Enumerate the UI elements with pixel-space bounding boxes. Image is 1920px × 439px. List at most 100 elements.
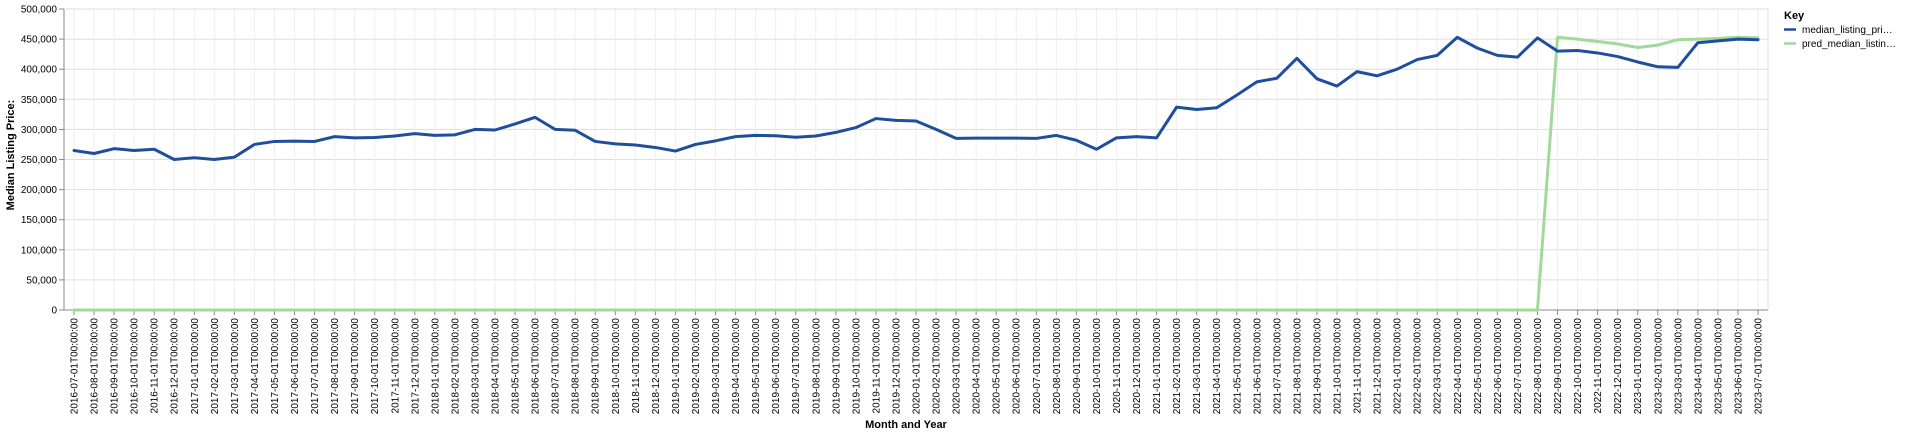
x-tick-label: 2023-03-01T00:00:00	[1673, 318, 1684, 415]
x-tick-label: 2021-12-01T00:00:00	[1373, 318, 1384, 415]
x-tick-label: 2017-05-01T00:00:00	[270, 318, 281, 415]
x-tick-label: 2018-09-01T00:00:00	[591, 318, 602, 415]
x-tick-label: 2020-01-01T00:00:00	[912, 318, 923, 415]
x-tick-label: 2020-12-01T00:00:00	[1132, 318, 1143, 415]
y-tick-label: 500,000	[21, 5, 58, 16]
legend: Key median_listing_pri… pred_median_listi…	[1784, 10, 1896, 50]
x-tick-label: 2017-11-01T00:00:00	[390, 318, 401, 414]
x-tick-label: 2019-09-01T00:00:00	[831, 318, 842, 415]
x-tick-label: 2022-04-01T00:00:00	[1453, 318, 1464, 415]
x-tick-label: 2020-07-01T00:00:00	[1032, 318, 1043, 415]
x-tick-label: 2016-09-01T00:00:00	[110, 318, 121, 415]
x-tick-label: 2020-03-01T00:00:00	[952, 318, 963, 415]
x-tick-label: 2018-05-01T00:00:00	[511, 318, 522, 415]
x-tick-label: 2018-12-01T00:00:00	[651, 318, 662, 415]
grid-lines	[64, 8, 1768, 311]
y-tick-label: 450,000	[21, 35, 58, 46]
axes: 0 50,000 100,000 150,000 200,000 250,000 300,0…	[21, 5, 1769, 415]
x-tick-label: 2022-05-01T00:00:00	[1473, 318, 1484, 415]
x-tick-label: 2018-01-01T00:00:00	[430, 318, 441, 415]
x-tick-label: 2019-04-01T00:00:00	[731, 318, 742, 415]
x-tick-label: 2020-08-01T00:00:00	[1052, 318, 1063, 415]
x-tick-label: 2020-09-01T00:00:00	[1072, 318, 1083, 415]
x-tick-label: 2019-11-01T00:00:00	[871, 318, 882, 414]
x-tick-label: 2018-08-01T00:00:00	[571, 318, 582, 415]
y-tick-label: 50,000	[26, 275, 57, 286]
x-tick-label: 2021-04-01T00:00:00	[1212, 318, 1223, 415]
x-tick-label: 2021-06-01T00:00:00	[1252, 318, 1263, 415]
x-tick-label: 2020-04-01T00:00:00	[972, 318, 983, 415]
x-tick-label: 2018-11-01T00:00:00	[631, 318, 642, 414]
x-tick-label: 2017-04-01T00:00:00	[250, 318, 261, 415]
x-tick-label: 2022-11-01T00:00:00	[1593, 318, 1604, 414]
x-tick-label: 2018-03-01T00:00:00	[470, 318, 481, 415]
x-tick-label: 2023-07-01T00:00:00	[1754, 318, 1765, 415]
x-tick-label: 2019-10-01T00:00:00	[851, 318, 862, 415]
x-tick-label: 2020-11-01T00:00:00	[1112, 318, 1123, 414]
x-tick-label: 2023-05-01T00:00:00	[1713, 318, 1724, 415]
x-tick-label: 2019-02-01T00:00:00	[691, 318, 702, 415]
y-tick-label: 150,000	[21, 215, 58, 226]
x-tick-label: 2023-02-01T00:00:00	[1653, 318, 1664, 415]
y-tick-label: 300,000	[21, 125, 58, 136]
x-tick-label: 2020-02-01T00:00:00	[932, 318, 943, 415]
series-lines	[72, 35, 1760, 312]
x-tick-label: 2019-01-01T00:00:00	[671, 318, 682, 415]
x-tick-label: 2020-06-01T00:00:00	[1012, 318, 1023, 415]
x-tick-label: 2021-03-01T00:00:00	[1192, 318, 1203, 415]
x-tick-label: 2022-09-01T00:00:00	[1553, 318, 1564, 415]
legend-label: pred_median_listin…	[1802, 39, 1896, 50]
series-line-0	[72, 35, 1760, 161]
x-tick-label: 2021-08-01T00:00:00	[1292, 318, 1303, 415]
x-tick-label: 2021-05-01T00:00:00	[1232, 318, 1243, 415]
x-axis-title: Month and Year	[865, 419, 947, 431]
x-tick-label: 2022-12-01T00:00:00	[1613, 318, 1624, 415]
x-tick-label: 2016-12-01T00:00:00	[170, 318, 181, 415]
x-tick-label: 2019-05-01T00:00:00	[751, 318, 762, 415]
y-axis-title: Median Listing Price:	[5, 100, 17, 211]
x-tick-label: 2017-01-01T00:00:00	[190, 318, 201, 415]
x-tick-label: 2018-04-01T00:00:00	[491, 318, 502, 415]
x-tick-label: 2022-03-01T00:00:00	[1433, 318, 1444, 415]
x-tick-label: 2019-08-01T00:00:00	[811, 318, 822, 415]
x-tick-label: 2020-05-01T00:00:00	[992, 318, 1003, 415]
x-tick-label: 2019-07-01T00:00:00	[791, 318, 802, 415]
x-tick-label: 2016-11-01T00:00:00	[150, 318, 161, 414]
x-tick-label: 2017-03-01T00:00:00	[230, 318, 241, 415]
y-tick-label: 250,000	[21, 155, 58, 166]
x-tick-label: 2021-11-01T00:00:00	[1353, 318, 1364, 414]
x-tick-label: 2022-10-01T00:00:00	[1573, 318, 1584, 415]
x-tick-label: 2021-02-01T00:00:00	[1172, 318, 1183, 415]
y-tick-label: 400,000	[21, 65, 58, 76]
legend-label: median_listing_pri…	[1802, 25, 1893, 36]
y-tick-label: 350,000	[21, 95, 58, 106]
x-tick-label: 2021-01-01T00:00:00	[1152, 318, 1163, 415]
x-tick-label: 2021-07-01T00:00:00	[1272, 318, 1283, 415]
x-tick-label: 2020-10-01T00:00:00	[1092, 318, 1103, 415]
legend-title: Key	[1784, 10, 1805, 22]
x-tick-label: 2023-06-01T00:00:00	[1733, 318, 1744, 415]
x-tick-label: 2017-12-01T00:00:00	[410, 318, 421, 415]
y-tick-label: 200,000	[21, 185, 58, 196]
x-tick-label: 2023-04-01T00:00:00	[1693, 318, 1704, 415]
x-tick-label: 2022-01-01T00:00:00	[1393, 318, 1404, 415]
x-tick-label: 2022-08-01T00:00:00	[1533, 318, 1544, 415]
x-tick-label: 2021-10-01T00:00:00	[1333, 318, 1344, 415]
x-tick-label: 2022-06-01T00:00:00	[1493, 318, 1504, 415]
x-tick-label: 2016-08-01T00:00:00	[90, 318, 101, 415]
y-tick-label: 0	[51, 306, 57, 317]
x-tick-label: 2018-02-01T00:00:00	[450, 318, 461, 415]
x-tick-label: 2017-07-01T00:00:00	[310, 318, 321, 415]
x-tick-label: 2018-06-01T00:00:00	[531, 318, 542, 415]
x-tick-label: 2017-02-01T00:00:00	[210, 318, 221, 415]
x-tick-label: 2018-07-01T00:00:00	[551, 318, 562, 415]
x-tick-label: 2017-09-01T00:00:00	[350, 318, 361, 415]
x-tick-label: 2022-02-01T00:00:00	[1413, 318, 1424, 415]
x-tick-label: 2022-07-01T00:00:00	[1513, 318, 1524, 415]
x-tick-label: 2016-10-01T00:00:00	[130, 318, 141, 415]
y-tick-label: 100,000	[21, 245, 58, 256]
x-tick-label: 2023-01-01T00:00:00	[1633, 318, 1644, 415]
x-tick-label: 2019-12-01T00:00:00	[891, 318, 902, 415]
series-line-1	[72, 35, 1760, 312]
